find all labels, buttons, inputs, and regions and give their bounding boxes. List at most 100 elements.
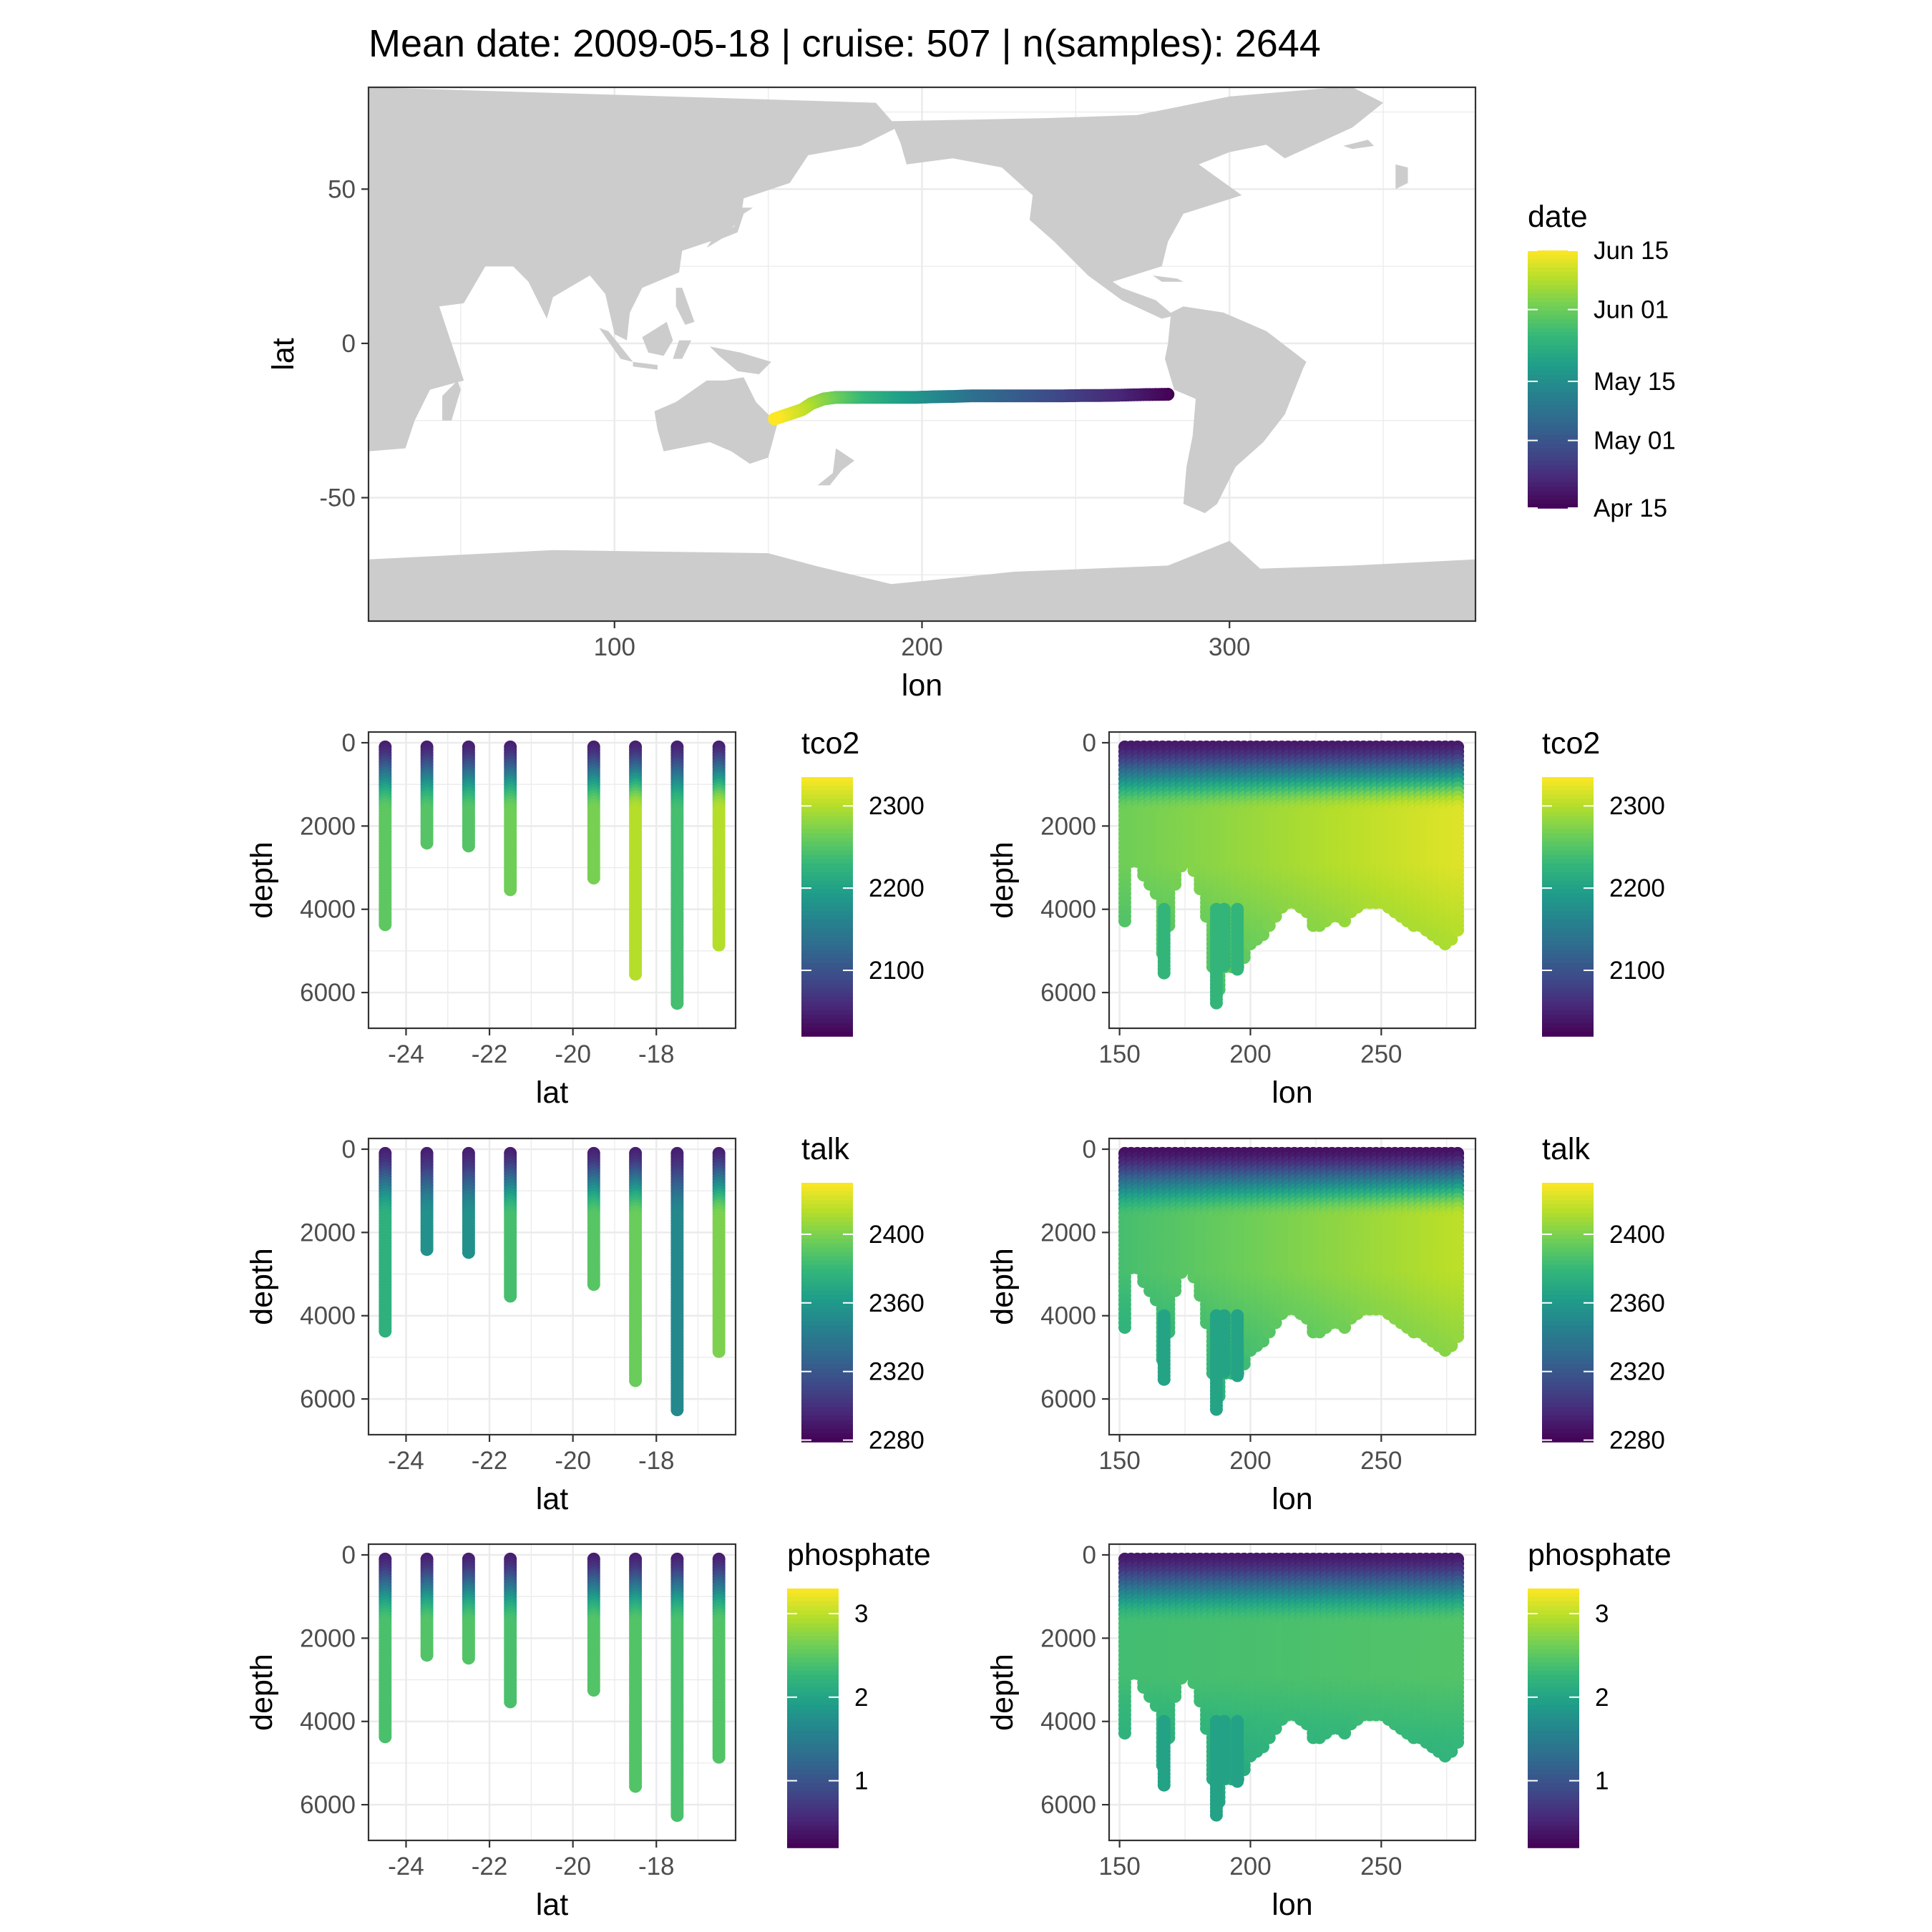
tco2-lon-legend-label: 2200 bbox=[1609, 874, 1665, 902]
talk-lat-legend-colorbar-segment bbox=[801, 1402, 853, 1408]
tco2-lon-legend-colorbar-segment bbox=[1542, 799, 1594, 804]
tco2-lon-legend-colorbar-segment bbox=[1542, 971, 1594, 977]
talk-lat-legend-label: 2400 bbox=[869, 1221, 924, 1249]
map-legend-label: Jun 15 bbox=[1594, 237, 1669, 265]
talk-lon-sample-point bbox=[1169, 1284, 1182, 1297]
tco2-lat-legend-title: tco2 bbox=[801, 726, 859, 761]
map-legend-colorbar-segment bbox=[1528, 474, 1578, 479]
tco2-lat-legend-colorbar-segment bbox=[801, 790, 853, 795]
talk-lat-legend-colorbar-segment bbox=[801, 1256, 853, 1262]
tco2-lat-legend-colorbar-segment bbox=[801, 837, 853, 843]
talk-lat-legend-colorbar-segment bbox=[801, 1338, 853, 1344]
tco2-lon-legend-colorbar-segment bbox=[1542, 880, 1594, 886]
land-new-zealand bbox=[817, 448, 854, 486]
talk-lat-legend-colorbar-segment bbox=[801, 1234, 853, 1240]
map-legend-colorbar-segment bbox=[1528, 461, 1578, 466]
map-legend-colorbar-segment bbox=[1528, 345, 1578, 350]
tco2-lon-legend-colorbar-segment bbox=[1542, 841, 1594, 847]
tco2-lat-x-tick-label: -22 bbox=[472, 1040, 508, 1068]
tco2-lon-legend-colorbar-segment bbox=[1542, 958, 1594, 964]
map-legend-colorbar-segment bbox=[1528, 362, 1578, 367]
tco2-lon-legend-colorbar-segment bbox=[1542, 820, 1594, 826]
talk-lat-legend-colorbar-segment bbox=[801, 1411, 853, 1417]
tco2-lon-legend-colorbar-segment bbox=[1542, 897, 1594, 903]
talk-lat-legend-colorbar-segment bbox=[801, 1390, 853, 1395]
talk-lat-legend-colorbar-segment bbox=[801, 1347, 853, 1352]
tco2-lon-legend-colorbar-segment bbox=[1542, 992, 1594, 998]
talk-lat-x-tick-label: -18 bbox=[638, 1447, 675, 1475]
tco2-lon-x-tick-label: 200 bbox=[1229, 1040, 1271, 1068]
tco2-lat-sample-point bbox=[670, 997, 684, 1010]
tco2-lon-y-tick-label: 6000 bbox=[1040, 979, 1096, 1007]
map-legend-label: Jun 01 bbox=[1594, 296, 1669, 324]
tco2-lon-legend-colorbar-segment bbox=[1542, 1010, 1594, 1015]
tco2-lat-legend-colorbar-segment bbox=[801, 924, 853, 929]
map-legend-colorbar-segment bbox=[1528, 371, 1578, 376]
map-legend-colorbar-segment bbox=[1528, 298, 1578, 303]
map-legend-colorbar-segment bbox=[1528, 293, 1578, 298]
map-x-tick-label: 200 bbox=[901, 633, 942, 661]
tco2-lon-y-tick-label: 0 bbox=[1083, 729, 1096, 757]
tco2-lat-legend-colorbar-segment bbox=[801, 803, 853, 809]
talk-lat-sample-point bbox=[629, 1374, 643, 1387]
tco2-lat-legend-colorbar-segment bbox=[801, 1010, 853, 1015]
map-legend-colorbar-segment bbox=[1528, 448, 1578, 453]
talk-lat-legend-colorbar-segment bbox=[801, 1209, 853, 1214]
tco2-lon-legend-label: 2300 bbox=[1609, 792, 1665, 820]
talk-lat-legend-colorbar-segment bbox=[801, 1277, 853, 1283]
talk-lat-legend-label: 2280 bbox=[869, 1427, 924, 1455]
map-x-tick-label: 100 bbox=[594, 633, 635, 661]
tco2-lon-legend-colorbar-segment bbox=[1542, 975, 1594, 981]
map-legend-colorbar-segment bbox=[1528, 323, 1578, 328]
tco2-lon-legend-colorbar-segment bbox=[1542, 854, 1594, 860]
map-legend-colorbar-segment bbox=[1528, 431, 1578, 436]
tco2-lat-legend-colorbar-segment bbox=[801, 975, 853, 981]
talk-lat-legend-colorbar-segment bbox=[801, 1307, 853, 1313]
map-legend-colorbar-segment bbox=[1528, 422, 1578, 427]
map-legend-colorbar-segment bbox=[1528, 388, 1578, 393]
tco2-lat-legend-colorbar-segment bbox=[801, 1031, 853, 1037]
map-legend-colorbar-segment bbox=[1528, 272, 1578, 277]
tco2-lat-legend-colorbar-segment bbox=[801, 1023, 853, 1028]
map-legend-colorbar-segment bbox=[1528, 409, 1578, 414]
tco2-lat-y-tick-label: 0 bbox=[342, 729, 356, 757]
tco2-lon-legend-colorbar-segment bbox=[1542, 1023, 1594, 1028]
land-south-america bbox=[1165, 306, 1307, 514]
tco2-lon-y-tick-label: 4000 bbox=[1040, 896, 1096, 924]
talk-lat-x-axis-title: lat bbox=[536, 1482, 568, 1516]
map-legend-colorbar-segment bbox=[1528, 426, 1578, 431]
tco2-lat-y-tick-label: 2000 bbox=[300, 812, 356, 840]
tco2-lat-y-axis-title: depth bbox=[245, 841, 279, 919]
tco2-lat-sample-point bbox=[462, 839, 475, 853]
tco2-lat-legend-colorbar-segment bbox=[801, 1005, 853, 1011]
talk-lat-legend-label: 2360 bbox=[869, 1289, 924, 1317]
talk-lat-legend-colorbar-segment bbox=[801, 1381, 853, 1387]
talk-lat-legend-colorbar-segment bbox=[801, 1183, 853, 1188]
tco2-lat-y-tick-label: 4000 bbox=[300, 896, 356, 924]
tco2-lon-legend-colorbar-segment bbox=[1542, 984, 1594, 990]
talk-lat-legend-colorbar-segment bbox=[801, 1424, 853, 1430]
talk-lat-legend-colorbar-segment bbox=[801, 1394, 853, 1400]
land-greenland bbox=[1229, 87, 1384, 159]
tco2-lat-legend-colorbar-segment bbox=[801, 967, 853, 972]
tco2-lat-legend-colorbar-segment bbox=[801, 820, 853, 826]
tco2-lon-points bbox=[1118, 740, 1465, 1010]
talk-lat-legend-colorbar-segment bbox=[801, 1330, 853, 1335]
talk-lat-legend-colorbar-segment bbox=[801, 1243, 853, 1249]
tco2-lat-x-axis-title: lat bbox=[536, 1075, 568, 1110]
tco2-lat-legend-colorbar-segment bbox=[801, 907, 853, 912]
map-legend-colorbar-segment bbox=[1528, 418, 1578, 423]
tco2-lon-legend-colorbar-segment bbox=[1542, 911, 1594, 916]
tco2-lon-legend-colorbar-segment bbox=[1542, 837, 1594, 843]
tco2-lat-legend-colorbar-segment bbox=[801, 1027, 853, 1033]
map-legend-colorbar-segment bbox=[1528, 302, 1578, 307]
talk-lat-legend-colorbar-segment bbox=[801, 1187, 853, 1192]
tco2-lat-legend-colorbar-segment bbox=[801, 937, 853, 942]
map-land bbox=[369, 87, 1475, 621]
talk-lat-legend-colorbar-segment bbox=[801, 1200, 853, 1205]
tco2-lon-legend-colorbar-segment bbox=[1542, 937, 1594, 942]
tco2-lat-legend-colorbar-segment bbox=[801, 950, 853, 955]
talk-lat-legend-colorbar-segment bbox=[801, 1221, 853, 1227]
map-cruise-track bbox=[768, 388, 1175, 426]
